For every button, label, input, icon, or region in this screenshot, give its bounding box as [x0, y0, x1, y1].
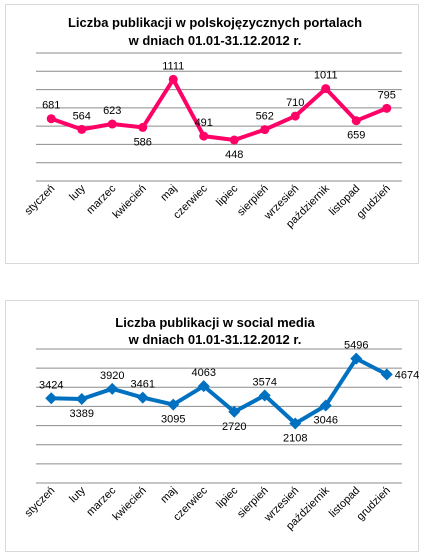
- data-point: [46, 114, 56, 124]
- data-label: 3095: [161, 414, 185, 426]
- data-point: [258, 389, 271, 402]
- data-point: [45, 392, 58, 405]
- x-tick-label: styczeń: [23, 183, 58, 218]
- data-label: 3574: [253, 376, 277, 388]
- data-point: [351, 116, 361, 126]
- data-point: [229, 135, 239, 145]
- social-line-chart: Liczba publikacji w social media w dniac…: [23, 315, 420, 532]
- publications-portals-chart: Liczba publikacji w polskojęzycznych por…: [5, 4, 419, 264]
- data-label: 3424: [39, 379, 63, 391]
- data-label: 4674: [395, 369, 419, 381]
- series-line: [50, 77, 388, 142]
- x-tick-label: kwiecień: [111, 485, 149, 523]
- data-point: [260, 125, 270, 135]
- data-point: [75, 392, 88, 405]
- data-label: 3920: [100, 370, 124, 382]
- data-point: [168, 74, 178, 84]
- data-label: 623: [103, 105, 121, 117]
- x-tick-label: maj: [158, 485, 179, 506]
- data-point: [167, 398, 180, 411]
- data-point: [107, 119, 117, 129]
- data-label: 2720: [222, 421, 246, 433]
- data-label: 1011: [314, 70, 338, 82]
- x-tick-label: styczeń: [23, 485, 58, 520]
- x-tick-label: luty: [67, 484, 88, 505]
- data-label: 1111: [162, 60, 184, 72]
- data-point: [77, 124, 87, 134]
- data-label: 659: [347, 130, 365, 142]
- data-point: [319, 399, 332, 412]
- x-tick-label: czerwiec: [171, 182, 210, 221]
- data-label: 3046: [314, 415, 338, 427]
- data-label: 710: [286, 97, 304, 109]
- data-point: [321, 84, 331, 94]
- data-point: [228, 405, 241, 418]
- data-label: 3389: [70, 408, 94, 420]
- chart-subtitle: w dniach 01.01-31.12.2012 r.: [128, 33, 302, 48]
- data-point: [199, 131, 209, 141]
- x-tick-label: grudzień: [355, 183, 393, 221]
- data-point: [290, 111, 300, 121]
- chart-subtitle: w dniach 01.01-31.12.2012 r.: [128, 332, 302, 347]
- x-tick-label: czerwiec: [171, 484, 210, 523]
- data-point: [197, 380, 210, 393]
- data-point: [136, 391, 149, 404]
- portals-line-chart: Liczba publikacji w polskojęzycznych por…: [23, 15, 402, 230]
- publications-social-chart: Liczba publikacji w social media w dniac…: [5, 300, 419, 552]
- gridlines: [36, 348, 402, 484]
- data-point: [138, 122, 148, 132]
- x-tick-label: kwiecień: [111, 183, 149, 221]
- data-point: [350, 352, 363, 365]
- data-label: 2108: [283, 433, 307, 445]
- data-point: [106, 382, 119, 395]
- data-label: 586: [134, 136, 152, 148]
- data-label: 795: [378, 89, 396, 101]
- x-tick-label: grudzień: [355, 485, 393, 523]
- data-point: [380, 368, 393, 381]
- data-point: [289, 417, 302, 430]
- x-tick-label: lipiec: [214, 182, 241, 209]
- chart-title: Liczba publikacji w polskojęzycznych por…: [68, 15, 362, 30]
- chart-title: Liczba publikacji w social media: [115, 315, 315, 330]
- data-label: 448: [225, 149, 243, 161]
- data-label: 564: [73, 110, 91, 122]
- data-label: 681: [42, 100, 60, 112]
- data-label: 3461: [131, 379, 155, 391]
- x-tick-label: maj: [158, 183, 179, 204]
- x-tick-label: luty: [67, 182, 88, 203]
- data-label: 491: [195, 117, 213, 129]
- data-label: 5496: [344, 340, 368, 352]
- series-line: [51, 356, 388, 426]
- data-label: 4063: [192, 367, 216, 379]
- data-label: 562: [256, 111, 274, 123]
- data-point: [382, 103, 392, 113]
- x-tick-label: lipiec: [214, 484, 241, 511]
